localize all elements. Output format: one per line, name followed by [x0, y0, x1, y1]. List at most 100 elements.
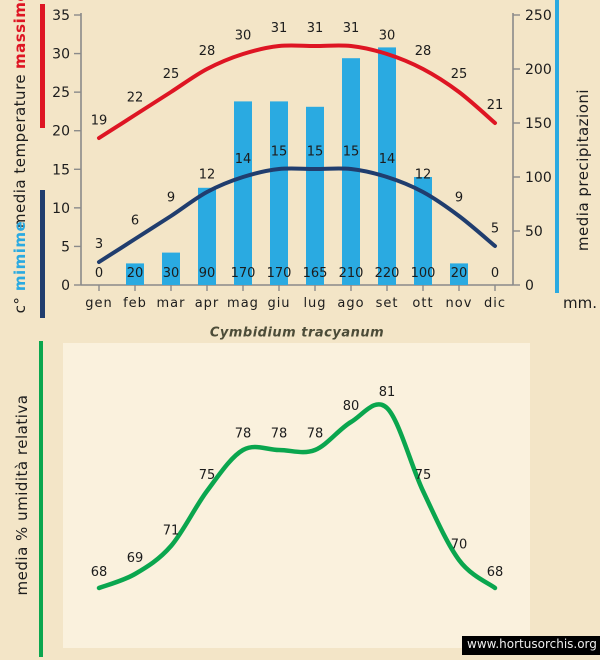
- max-temp-axis-label: massime: [11, 0, 29, 70]
- right-axis-tick-label: 50: [525, 224, 543, 240]
- precip-value-label: 220: [375, 266, 400, 281]
- precip-value-label: 0: [491, 266, 499, 281]
- max-temp-value-label: 21: [487, 98, 504, 113]
- humidity-value-label: 78: [235, 427, 252, 442]
- min-temp-color-key: [40, 190, 45, 318]
- month-label: dic: [484, 296, 506, 311]
- humidity-curve: [96, 402, 498, 591]
- precip-bar: [162, 252, 180, 285]
- precip-bar: [234, 101, 252, 286]
- min-temp-curve: [97, 166, 497, 264]
- humidity-color-key: [39, 341, 43, 657]
- left-axis-tick-label: 35: [52, 8, 70, 24]
- precip-value-label: 90: [199, 266, 216, 281]
- left-axis-tick-label: 10: [52, 201, 70, 217]
- precip-value-label: 30: [163, 266, 180, 281]
- right-axis-tick-label: 150: [525, 116, 552, 132]
- humidity-axis-label: media % umidità relativa: [13, 394, 31, 596]
- precip-bar: [378, 47, 396, 286]
- month-label: feb: [123, 296, 147, 311]
- month-label: nov: [446, 296, 473, 311]
- humidity-value-label: 75: [199, 468, 216, 483]
- temperature-axis-label: media temperature: [11, 73, 29, 229]
- precip-bar: [306, 106, 324, 285]
- month-label: apr: [195, 296, 220, 311]
- min-temp-value-label: 12: [199, 167, 216, 182]
- precip-value-label: 20: [451, 266, 468, 281]
- min-temp-value-label: 15: [271, 144, 288, 159]
- max-temp-value-label: 31: [307, 21, 324, 36]
- max-temp-value-label: 30: [235, 29, 252, 44]
- humidity-value-label: 81: [379, 385, 396, 400]
- humidity-value-label: 68: [91, 565, 108, 580]
- humidity-chart-panel: [63, 343, 530, 648]
- precipitation-color-key: [555, 0, 559, 293]
- month-label: ago: [337, 296, 364, 311]
- humidity-value-label: 69: [127, 551, 144, 566]
- min-temp-value-label: 14: [235, 152, 252, 167]
- celsius-unit-label: c°: [11, 296, 29, 314]
- right-axis-tick-label: 200: [525, 62, 552, 78]
- humidity-value-label: 68: [487, 565, 504, 580]
- precip-value-label: 165: [303, 266, 328, 281]
- humidity-value-label: 70: [451, 537, 468, 552]
- precip-bar: [342, 58, 360, 286]
- min-temp-value-label: 14: [379, 152, 396, 167]
- min-temp-value-label: 6: [131, 214, 139, 229]
- min-temp-value-label: 5: [491, 221, 499, 236]
- min-temp-value-label: 15: [307, 144, 324, 159]
- max-temp-curve: [97, 43, 497, 140]
- precip-bar: [270, 101, 288, 286]
- precip-bar: [414, 177, 432, 285]
- month-label: mag: [227, 296, 259, 311]
- max-temp-color-key: [40, 4, 45, 128]
- humidity-chart: 68 69 71 75 78 78 78 80 81 75 70 68: [91, 385, 504, 591]
- precip-bar: [198, 187, 216, 285]
- precip-bar: [450, 263, 468, 285]
- precip-value-label: 170: [267, 266, 292, 281]
- max-temp-value-label: 31: [343, 21, 360, 36]
- max-temp-value-label: 28: [415, 44, 432, 59]
- watermark-website[interactable]: www.hortusorchis.org: [462, 636, 600, 655]
- max-temp-value-label: 25: [451, 67, 468, 82]
- humidity-value-label: 78: [307, 427, 324, 442]
- month-label: set: [376, 296, 399, 311]
- max-temp-value-label: 30: [379, 29, 396, 44]
- mm-unit-label: mm.: [563, 294, 597, 312]
- month-label: mar: [157, 296, 186, 311]
- month-label: ott: [412, 296, 433, 311]
- min-temp-value-label: 12: [415, 167, 432, 182]
- left-axis-tick-label: 5: [61, 239, 70, 255]
- precip-value-label: 0: [95, 266, 103, 281]
- precip-value-label: 210: [339, 266, 364, 281]
- month-label: giu: [267, 296, 290, 311]
- max-temp-value-label: 22: [127, 90, 144, 105]
- humidity-value-label: 71: [163, 523, 180, 538]
- month-label: gen: [85, 296, 113, 311]
- right-axis-tick-label: 0: [525, 278, 534, 294]
- left-axis-tick-label: 30: [52, 47, 70, 63]
- min-temp-value-label: 3: [95, 237, 103, 252]
- max-temp-value-label: 31: [271, 21, 288, 36]
- humidity-value-label: 78: [271, 427, 288, 442]
- month-label: lug: [303, 296, 326, 311]
- min-temp-value-label: 15: [343, 144, 360, 159]
- right-axis-tick-label: 250: [525, 8, 552, 24]
- humidity-value-label: 80: [343, 399, 360, 414]
- right-axis-tick-label: 100: [525, 170, 552, 186]
- species-title: Cymbidium tracyanum: [209, 325, 385, 341]
- max-temp-value-label: 19: [91, 113, 108, 128]
- humidity-value-label: 75: [415, 468, 432, 483]
- precip-value-label: 170: [231, 266, 256, 281]
- precip-value-label: 100: [411, 266, 436, 281]
- max-temp-value-label: 28: [199, 44, 216, 59]
- precipitation-axis-label: media precipitazioni: [574, 88, 592, 252]
- left-axis-tick-label: 25: [52, 85, 70, 101]
- min-temp-value-label: 9: [167, 191, 175, 206]
- min-temp-axis-label: mimime: [11, 220, 29, 292]
- precip-bar: [126, 263, 144, 285]
- min-temp-value-label: 9: [455, 191, 463, 206]
- left-axis-tick-label: 0: [61, 278, 70, 294]
